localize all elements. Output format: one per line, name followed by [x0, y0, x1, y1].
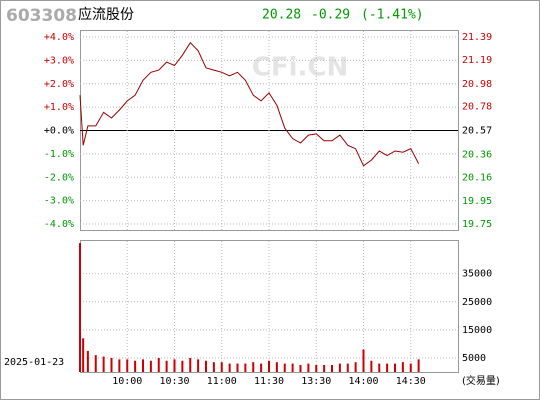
volume-bar	[370, 360, 373, 372]
volume-bar	[149, 360, 152, 372]
volume-bar	[236, 363, 239, 372]
y-tick-label: 20.57	[462, 126, 492, 137]
y-tick-label: 20.16	[462, 172, 492, 183]
volume-bar	[338, 363, 341, 372]
volume-bar	[409, 363, 412, 372]
y2-tick-label: +2.0%	[44, 79, 74, 90]
y2-tick-label: -1.0%	[44, 149, 74, 160]
y2-tick-label: -4.0%	[44, 219, 74, 230]
volume-bar	[157, 357, 160, 372]
y2-tick-label: -3.0%	[44, 196, 74, 207]
y2-tick-label: +0.0%	[44, 126, 74, 137]
volume-bar	[165, 360, 168, 372]
volume-bar	[315, 364, 318, 372]
y-tick-label: 25000	[462, 297, 492, 308]
volume-bar	[181, 360, 184, 372]
y-tick-label: 21.19	[462, 55, 492, 66]
volume-bar	[260, 363, 263, 372]
y-tick-label: 5000	[462, 353, 486, 364]
x-tick-label: 13:30	[301, 376, 331, 387]
watermark: CFi.CN	[252, 53, 348, 83]
x-tick-label: 14:00	[348, 376, 378, 387]
x-tick-label: 11:30	[254, 376, 284, 387]
y-tick-label: 20.98	[462, 79, 492, 90]
x-tick-label: 10:30	[159, 376, 189, 387]
y2-tick-label: +3.0%	[44, 55, 74, 66]
volume-bar	[110, 357, 113, 372]
volume-bar	[86, 350, 89, 372]
volume-bar	[79, 243, 81, 372]
volume-bar	[354, 362, 357, 372]
price: 20.28	[262, 8, 301, 23]
stock-code: 603308	[6, 6, 77, 26]
volume-bar	[220, 362, 223, 372]
volume-bar	[378, 363, 381, 372]
volume-bar	[401, 362, 404, 372]
y-tick-label: 20.78	[462, 102, 492, 113]
volume-bar	[118, 359, 121, 372]
volume-bar	[307, 363, 310, 372]
volume-bar	[362, 349, 365, 372]
y-tick-label: 19.95	[462, 196, 492, 207]
volume-bar	[189, 357, 192, 372]
volume-bar	[394, 363, 396, 372]
volume-bar	[142, 359, 144, 372]
x-tick-label: 11:00	[207, 376, 237, 387]
volume-bar	[212, 362, 215, 372]
price-line	[79, 41, 420, 167]
volume-bar	[197, 359, 200, 372]
volume-bar	[346, 363, 349, 372]
volume-bar	[205, 360, 207, 372]
y2-tick-label: -2.0%	[44, 172, 74, 183]
volume-bar	[228, 363, 231, 372]
y2-tick-label: +1.0%	[44, 102, 74, 113]
y-tick-label: 35000	[462, 269, 492, 280]
volume-bar	[173, 359, 176, 372]
y-tick-label: 21.39	[462, 32, 492, 43]
y-tick-label: 15000	[462, 325, 492, 336]
volume-bar	[417, 359, 420, 372]
change-pct: (-1.41%)	[361, 8, 424, 23]
volume-bar	[94, 355, 97, 372]
volume-bar	[291, 363, 294, 372]
volume-bar	[275, 362, 278, 372]
stock-name: 应流股份	[78, 6, 134, 23]
x-tick-label: 10:00	[112, 376, 142, 387]
y-tick-label: 19.75	[462, 219, 492, 230]
y2-tick-label: +4.0%	[44, 32, 74, 43]
volume-bar	[126, 359, 129, 372]
change: -0.29	[311, 8, 350, 23]
volume-bar	[331, 364, 333, 372]
volume-bar	[283, 363, 286, 372]
volume-bar	[134, 360, 137, 372]
volume-label: (交易量)	[462, 374, 500, 387]
volume-bar	[82, 338, 85, 372]
volume-bar	[102, 356, 105, 372]
volume-bar	[252, 362, 255, 372]
date: 2025-01-23	[4, 357, 64, 368]
volume-bar	[386, 363, 389, 372]
volume-bar	[268, 360, 270, 372]
volume-bar	[244, 363, 247, 372]
y-tick-label: 20.36	[462, 149, 492, 160]
x-tick-label: 14:30	[396, 376, 426, 387]
volume-bar	[323, 364, 326, 372]
volume-bar	[299, 364, 302, 372]
